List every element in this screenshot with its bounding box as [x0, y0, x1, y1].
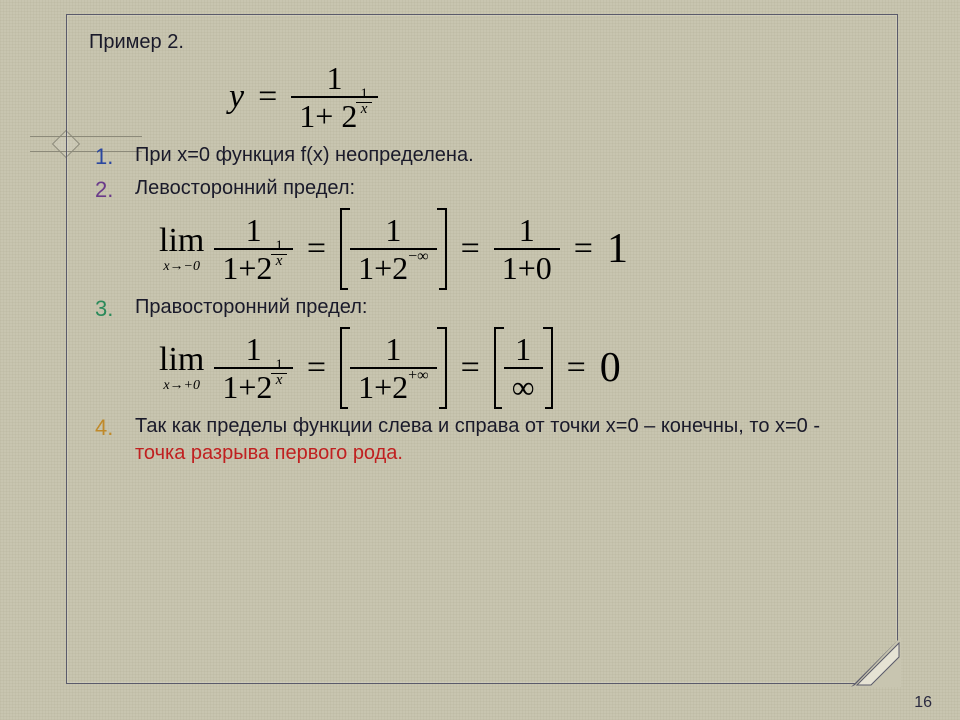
lim-left-main: 1 1+21x [214, 212, 293, 286]
lim-right-result: 0 [600, 344, 621, 392]
formula-y-exp: 1x [358, 88, 370, 116]
item-4-num: 4. [95, 413, 113, 443]
item-2-num: 2. [95, 175, 113, 205]
limit-right-eq: lim x→+0 1 1+21x = 1 [159, 327, 873, 409]
item-4: 4. Так как пределы функции слева и справ… [89, 413, 873, 467]
formula-y-lhs: y [229, 78, 244, 116]
example-title: Пример 2. [89, 31, 873, 54]
slide-page: Пример 2. y = 1 1+ 2 1x 1. При x=0 функц… [0, 0, 960, 720]
item-list: 1. При x=0 функция f(x) неопределена. 2.… [89, 142, 873, 467]
formula-y: y = 1 1+ 2 1x [229, 60, 873, 134]
lim-right: lim x→+0 [159, 343, 204, 393]
item-1-num: 1. [95, 142, 113, 172]
item-2: 2. Левосторонний предел: [89, 175, 873, 202]
lim-left-result: 1 [607, 225, 628, 273]
formula-y-num: 1 [319, 60, 351, 96]
item-4-text-b: точка разрыва первого рода. [135, 442, 403, 464]
content-frame: Пример 2. y = 1 1+ 2 1x 1. При x=0 функц… [66, 14, 898, 684]
eq-sign: = [254, 78, 281, 116]
lim-right-bracket2: 1 ∞ [494, 327, 553, 409]
page-number: 16 [914, 694, 932, 712]
lim-right-main: 1 1+21x [214, 331, 293, 405]
formula-y-frac: 1 1+ 2 1x [291, 60, 378, 134]
item-1: 1. При x=0 функция f(x) неопределена. [89, 142, 873, 169]
lim-left-bracket1: 1 1+2−∞ [340, 208, 446, 290]
item-3: 3. Правосторонний предел: [89, 294, 873, 321]
page-curl-icon [851, 637, 901, 687]
item-1-text: При x=0 функция f(x) неопределена. [135, 144, 474, 166]
item-3-text: Правосторонний предел: [135, 296, 367, 318]
lim-left-mid: 1 1+0 [494, 212, 560, 286]
lim-left: lim x→−0 [159, 224, 204, 274]
limit-left-eq: lim x→−0 1 1+21x = 1 [159, 208, 873, 290]
item-3-num: 3. [95, 294, 113, 324]
item-4-text-a: Так как пределы функции слева и справа о… [135, 415, 820, 437]
item-2-text: Левосторонний предел: [135, 177, 355, 199]
formula-y-den: 1+ 2 1x [291, 98, 378, 134]
lim-right-bracket1: 1 1+2+∞ [340, 327, 446, 409]
